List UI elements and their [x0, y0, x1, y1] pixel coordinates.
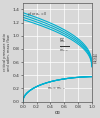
- Text: 1.4: 1.4: [92, 53, 97, 57]
- Text: $\dot{m}_C$
$\overline{\dot{m}_{C,0}}$: $\dot{m}_C$ $\overline{\dot{m}_{C,0}}$: [59, 37, 69, 55]
- X-axis label: α₀: α₀: [54, 110, 60, 115]
- Text: $\eta_C$: $\eta_C$: [59, 37, 65, 44]
- Text: 1.2: 1.2: [92, 59, 97, 63]
- Y-axis label: critical pressure ratio
and adim. mass flow: critical pressure ratio and adim. mass f…: [3, 33, 11, 71]
- Text: $\dot{m}_C = \dot{m}_{C,0}$: $\dot{m}_C = \dot{m}_{C,0}$: [47, 85, 66, 92]
- Text: 1.1: 1.1: [92, 61, 97, 65]
- Text: $\gamma$ for $\alpha_0$ = 0: $\gamma$ for $\alpha_0$ = 0: [27, 10, 48, 18]
- Text: 1.3: 1.3: [92, 56, 97, 60]
